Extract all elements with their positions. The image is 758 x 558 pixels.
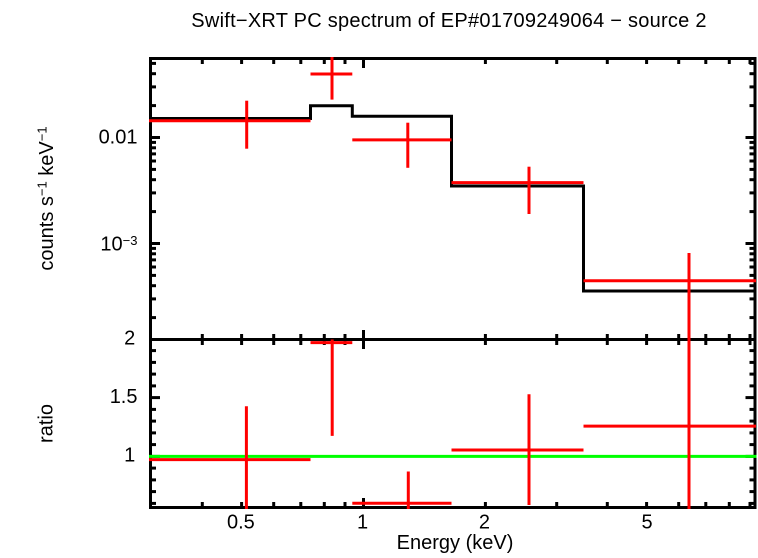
svg-text:1.5: 1.5: [110, 386, 138, 408]
svg-text:ratio: ratio: [36, 404, 58, 443]
svg-text:1: 1: [357, 512, 368, 534]
svg-text:2: 2: [124, 328, 135, 350]
svg-text:Swift−XRT PC spectrum of EP#01: Swift−XRT PC spectrum of EP#01709249064 …: [191, 10, 706, 32]
svg-text:5: 5: [641, 512, 652, 534]
svg-text:0.01: 0.01: [99, 127, 138, 149]
svg-text:0.5: 0.5: [227, 512, 255, 534]
svg-text:counts s−1 keV−1: counts s−1 keV−1: [35, 126, 59, 270]
svg-text:2: 2: [479, 512, 490, 534]
svg-text:1: 1: [124, 445, 135, 467]
svg-text:Energy (keV): Energy (keV): [397, 532, 514, 554]
